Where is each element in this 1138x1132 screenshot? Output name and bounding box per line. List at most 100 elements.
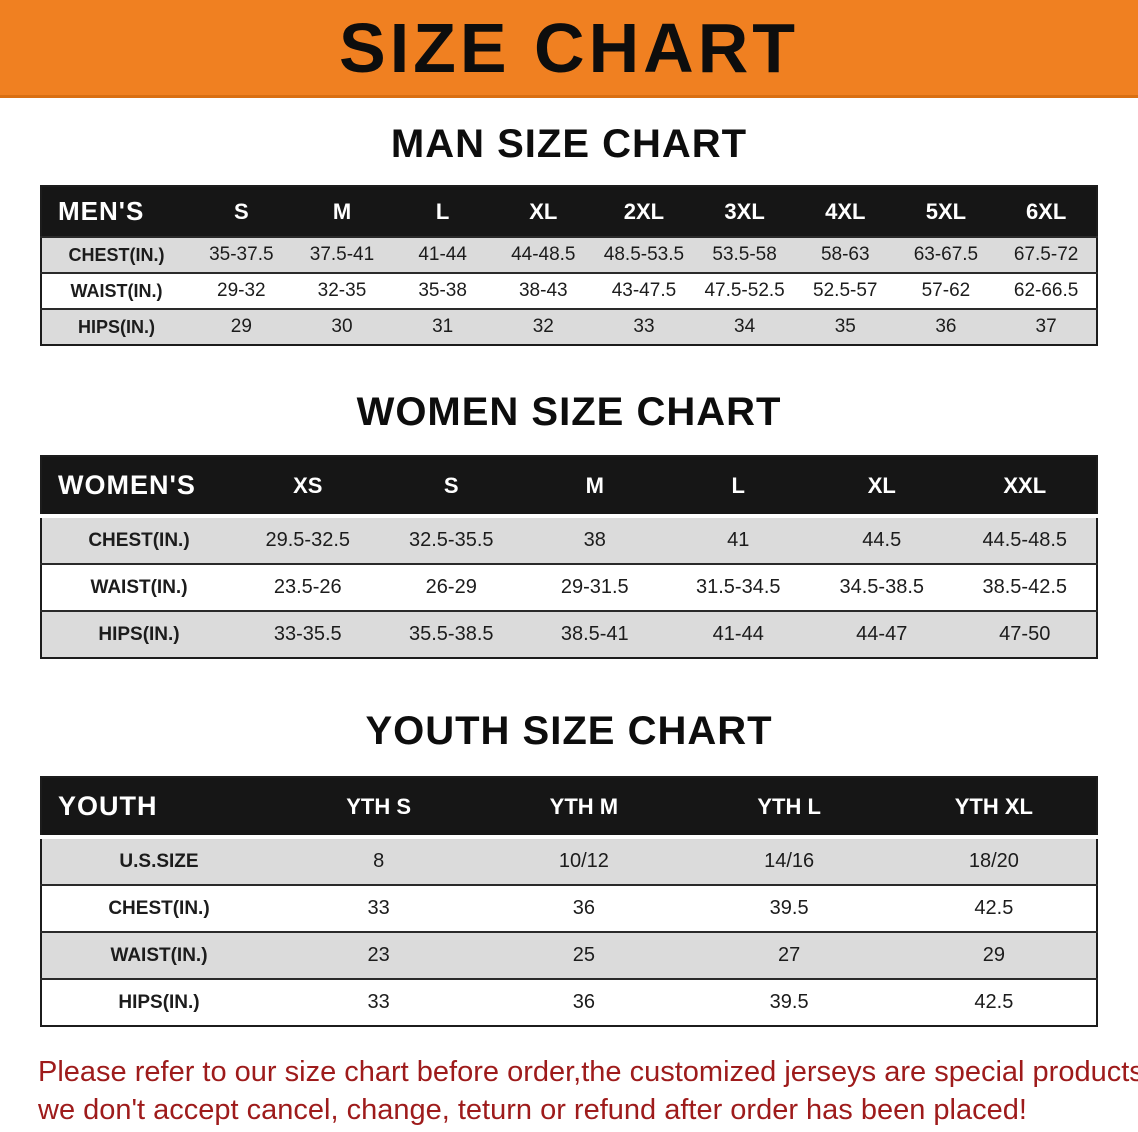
size-value: 53.5-58 <box>712 244 777 265</box>
size-value: 47-50 <box>999 623 1051 645</box>
size-value: 29 <box>230 316 252 337</box>
size-value: 23 <box>367 944 390 966</box>
size-value: 31 <box>432 316 454 337</box>
size-value: 33 <box>367 991 390 1013</box>
size-column-header: S <box>379 456 523 516</box>
size-value: 29-32 <box>217 280 266 301</box>
size-value: 35.5-38.5 <box>408 623 494 645</box>
table-header-row: YOUTH YTH S YTH M YTH L YTH XL <box>41 777 1097 837</box>
table-label-header: MEN'S <box>41 186 191 237</box>
size-value: 44-48.5 <box>511 244 576 265</box>
size-column-header: S <box>191 186 292 237</box>
size-value: 10/12 <box>558 850 609 872</box>
size-column-header: L <box>392 186 493 237</box>
size-value: 44.5-48.5 <box>982 529 1067 551</box>
size-column-header: 6XL <box>996 186 1097 237</box>
size-column-header: YTH M <box>481 777 687 837</box>
size-value: 29 <box>982 944 1005 966</box>
man-size-chart-heading: MAN SIZE CHART <box>390 122 748 166</box>
size-value: 35-37.5 <box>209 244 274 265</box>
size-column-header: XXL <box>953 456 1097 516</box>
size-column-header: XL <box>810 456 954 516</box>
size-value: 39.5 <box>769 991 809 1013</box>
row-label: HIPS(IN.) <box>118 991 200 1013</box>
row-label: HIPS(IN.) <box>98 623 180 645</box>
size-value: 38.5-41 <box>560 623 629 645</box>
size-value: 38-43 <box>518 280 568 301</box>
disclaimer-line-1: Please refer to our size chart before or… <box>38 1056 1138 1088</box>
women-size-table: WOMEN'S XS S M L XL XXL CHEST(IN.) 29.5-32.5 32.5… <box>40 455 1098 659</box>
row-label: CHEST(IN.) <box>108 897 210 919</box>
women-size-chart-heading: WOMEN SIZE CHART <box>356 390 782 434</box>
disclaimer-line-2: we don't accept cancel, change, teturn o… <box>38 1094 1027 1127</box>
size-value: 43-47.5 <box>611 280 677 301</box>
size-value: 48.5-53.5 <box>603 244 685 265</box>
size-value: 33-35.5 <box>273 623 342 645</box>
size-column-header: 5XL <box>895 186 997 237</box>
size-value: 44.5 <box>862 529 902 551</box>
size-column-header: M <box>523 456 667 516</box>
size-value: 36 <box>572 897 595 919</box>
size-value: 32.5-35.5 <box>408 529 494 551</box>
size-value: 44-47 <box>856 623 908 645</box>
row-label: WAIST(IN.) <box>70 280 163 301</box>
size-value: 33 <box>633 316 655 337</box>
men-size-table: MEN'S S M L XL 2XL 3XL 4XL 5XL 6XL CHEST(IN.) 35-37… <box>40 185 1098 346</box>
size-column-header: 3XL <box>694 186 795 237</box>
row-label: WAIST(IN.) <box>110 944 208 966</box>
table-row: WAIST(IN.) 23 25 27 29 <box>41 932 1097 979</box>
size-value: 37.5-41 <box>309 244 375 265</box>
youth-size-table: YOUTH YTH S YTH M YTH L YTH XL U.S.SIZE 8 10/12… <box>40 776 1098 1027</box>
size-column-header: YTH S <box>276 777 482 837</box>
table-row: CHEST(IN.) 29.5-32.5 32.5-35.5 38 41 44.5 44.5… <box>41 516 1097 564</box>
size-column-header: 2XL <box>593 186 695 237</box>
size-value: 62-66.5 <box>1013 280 1079 301</box>
size-column-header: M <box>291 186 393 237</box>
size-value: 26-29 <box>425 576 477 598</box>
table-row: CHEST(IN.) 33 36 39.5 42.5 <box>41 885 1097 932</box>
disclaimer-text: Please refer to our size chart before or… <box>38 1053 1138 1130</box>
size-value: 34.5-38.5 <box>839 576 924 598</box>
table-header-row: WOMEN'S XS S M L XL XXL <box>41 456 1097 516</box>
size-value: 29-31.5 <box>560 576 629 598</box>
size-value: 23.5-26 <box>273 576 342 598</box>
table-header-row: MEN'S S M L XL 2XL 3XL 4XL 5XL 6XL <box>41 186 1097 237</box>
size-column-header: YTH XL <box>891 777 1097 837</box>
size-value: 35-38 <box>418 280 467 301</box>
table-row: HIPS(IN.) 29 30 31 32 33 34 35 36 37 <box>41 309 1097 345</box>
size-value: 42.5 <box>974 991 1014 1013</box>
table-row: HIPS(IN.) 33 36 39.5 42.5 <box>41 979 1097 1026</box>
row-label: CHEST(IN.) <box>88 529 190 551</box>
size-column-header: L <box>666 456 810 516</box>
size-value: 41-44 <box>712 623 764 645</box>
size-value: 36 <box>935 316 957 337</box>
table-row: WAIST(IN.) 29-32 32-35 35-38 38-43 43-47.5 47.… <box>41 273 1097 309</box>
size-value: 30 <box>331 316 353 337</box>
table-label-header: YOUTH <box>41 777 276 837</box>
table-row: HIPS(IN.) 33-35.5 35.5-38.5 38.5-41 41-44 44-… <box>41 611 1097 658</box>
size-column-header: YTH L <box>686 777 892 837</box>
size-value: 39.5 <box>769 897 809 919</box>
row-label: U.S.SIZE <box>119 850 199 872</box>
size-value: 42.5 <box>974 897 1014 919</box>
size-value: 27 <box>778 944 801 966</box>
row-label: HIPS(IN.) <box>77 316 155 337</box>
size-value: 14/16 <box>764 850 815 872</box>
size-value: 29.5-32.5 <box>265 529 350 551</box>
size-value: 52.5-57 <box>813 280 878 301</box>
size-value: 41 <box>727 529 750 551</box>
size-value: 32-35 <box>317 280 367 301</box>
size-value: 36 <box>572 991 595 1013</box>
row-label: CHEST(IN.) <box>68 244 165 265</box>
table-label-header: WOMEN'S <box>41 456 236 516</box>
size-value: 47.5-52.5 <box>704 280 785 301</box>
youth-size-chart-heading: YOUTH SIZE CHART <box>365 709 773 753</box>
size-value: 67.5-72 <box>1013 244 1079 265</box>
size-value: 38.5-42.5 <box>982 576 1067 598</box>
row-label: WAIST(IN.) <box>90 576 188 598</box>
size-value: 38 <box>583 529 606 551</box>
size-value: 57-62 <box>921 280 971 301</box>
size-value: 34 <box>734 316 756 337</box>
size-chart-banner: SIZE CHART <box>0 0 1138 98</box>
size-value: 18/20 <box>968 850 1019 872</box>
